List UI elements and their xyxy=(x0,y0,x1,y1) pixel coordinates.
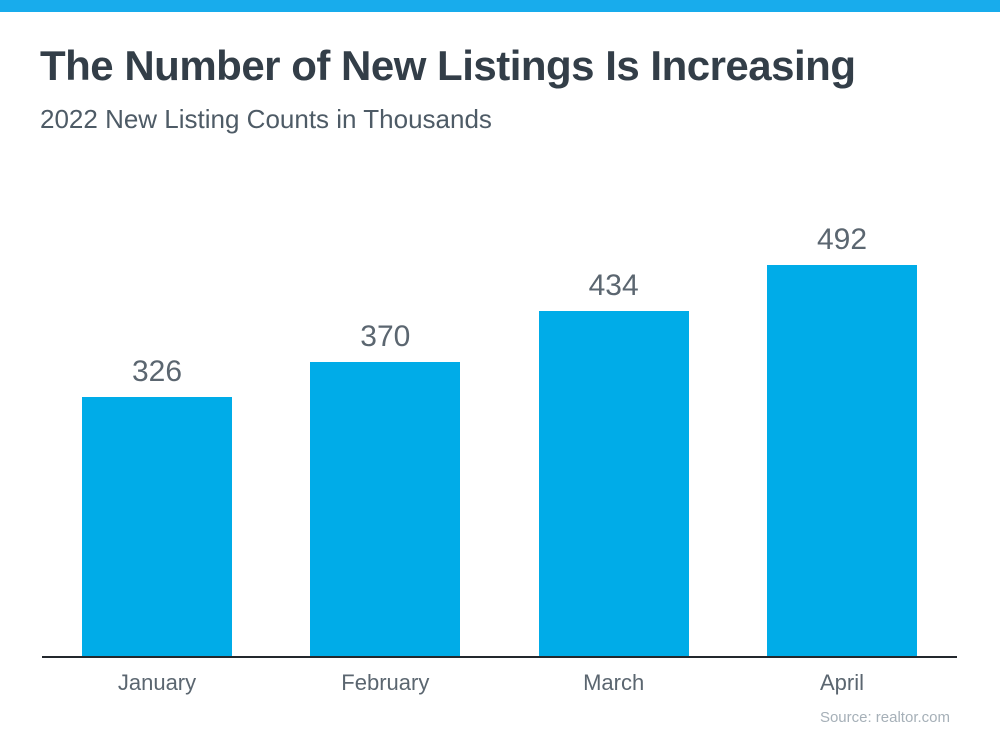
bar xyxy=(538,311,689,656)
bar-month-label: April xyxy=(819,670,864,695)
bar-slot: 434 xyxy=(538,269,689,656)
bar-value-label: 370 xyxy=(360,320,411,353)
bars-row: 326 370 434 492 xyxy=(42,216,957,656)
bar-slot: 370 xyxy=(310,320,461,656)
bar xyxy=(82,397,232,656)
bar-chart: 326 370 434 492 xyxy=(42,216,957,658)
bar-month-label: February xyxy=(341,670,430,695)
bar-value-label: 326 xyxy=(131,355,183,388)
source-credit: Source: realtor.com xyxy=(819,709,950,726)
bar xyxy=(310,362,461,656)
bar-slot: 326 xyxy=(82,355,232,656)
page-subtitle: 2022 New Listing Counts in Thousands xyxy=(40,104,492,135)
page-title: The Number of New Listings Is Increasing xyxy=(40,42,856,89)
bar-value-label: 434 xyxy=(588,269,639,302)
months-row: January February March April xyxy=(42,670,957,696)
chart-header: The Number of New Listings Is Increasing… xyxy=(40,42,960,135)
bar-value-label: 492 xyxy=(816,223,868,256)
top-accent-bar xyxy=(0,0,1000,12)
bar xyxy=(766,265,917,656)
bar-month-label: January xyxy=(117,670,197,695)
bar-slot: 492 xyxy=(766,223,917,656)
bar-month-label: March xyxy=(583,670,645,695)
